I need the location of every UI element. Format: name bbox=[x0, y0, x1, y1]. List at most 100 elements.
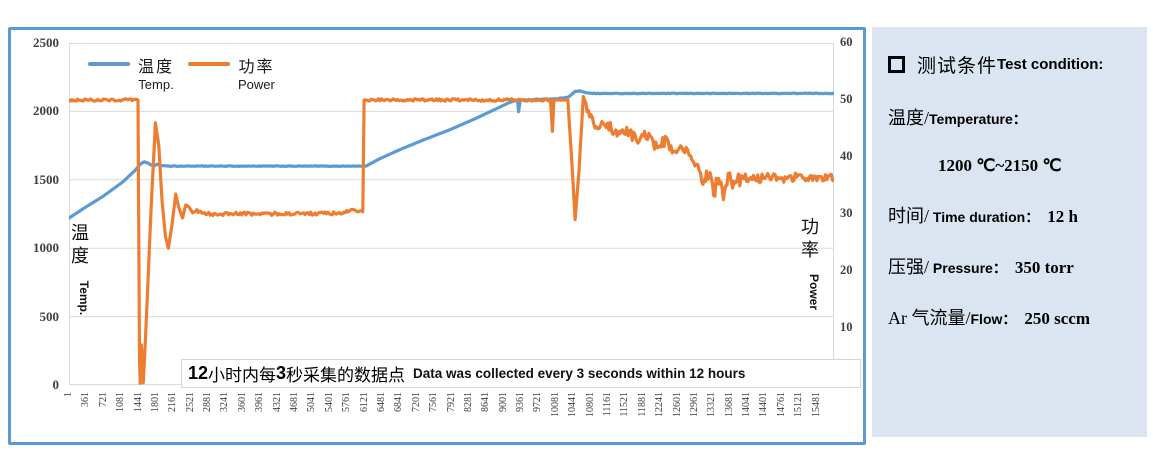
x-axis-tick: 5761 bbox=[341, 392, 353, 412]
x-axis-tick: 10801 bbox=[584, 392, 596, 417]
condition-label-cn: 压强/ bbox=[888, 257, 930, 277]
legend-label-en: Temp. bbox=[138, 77, 174, 92]
condition-row: Ar 气流量/Flow： 250 sccm bbox=[888, 304, 1137, 330]
condition-row: 时间/ Time duration： 12 h bbox=[888, 202, 1137, 228]
condition-value: 1200 ℃~2150 ℃ bbox=[938, 156, 1062, 175]
series-line-power bbox=[69, 95, 834, 385]
condition-title-cn: 测试条件 bbox=[917, 56, 998, 77]
annotation-box: 12 小时内每 3 秒采集的数据点 Data was collected eve… bbox=[181, 359, 861, 388]
x-axis-tick: 14401 bbox=[758, 392, 770, 417]
annotation-cn-1: 小时内每 bbox=[208, 366, 277, 385]
x-axis-tick: 5041 bbox=[306, 392, 318, 412]
x-axis-tick: 6121 bbox=[358, 392, 370, 412]
x-axis-tick: 11161 bbox=[602, 392, 613, 417]
y-axis-right-title-cn: 功率 bbox=[801, 217, 819, 261]
condition-value: 350 torr bbox=[1014, 258, 1074, 277]
x-axis-tick: 12601 bbox=[671, 392, 683, 417]
x-axis-tick: 3601 bbox=[236, 392, 248, 412]
y-axis-left-tick: 2000 bbox=[33, 103, 59, 119]
y-axis-left-title: 温度 Temp. bbox=[71, 222, 97, 315]
y-axis-right-tick: 30 bbox=[840, 206, 853, 220]
condition-label-cn: 时间/ bbox=[888, 206, 930, 226]
x-axis-tick: 9361 bbox=[515, 392, 527, 412]
condition-rows: 温度/Temperature： 1200 ℃~2150 ℃ 时间/ Time dur… bbox=[888, 104, 1137, 330]
legend-line-swatch bbox=[88, 62, 130, 66]
condition-title: 测试条件 Test condition: bbox=[888, 51, 1137, 78]
y-axis-right-tick: 50 bbox=[840, 92, 853, 106]
test-condition-panel: 测试条件 Test condition: 温度/Temperature： 1200… bbox=[872, 27, 1147, 437]
x-axis-tick: 14761 bbox=[775, 392, 787, 417]
y-axis-right-title-en: Power bbox=[807, 273, 822, 310]
condition-label-en: Flow： bbox=[970, 311, 1017, 327]
x-axis-tick: 10441 bbox=[567, 392, 579, 417]
legend-item: 温度 Temp. bbox=[88, 53, 174, 92]
legend-label-cn: 温度 bbox=[138, 59, 175, 76]
x-axis-tick: 9001 bbox=[497, 392, 509, 412]
y-axis-left-tick: 0 bbox=[52, 377, 60, 392]
y-axis-right-tick: 10 bbox=[840, 320, 853, 334]
x-axis-tick: 2881 bbox=[202, 392, 214, 412]
y-axis-left-tick: 2500 bbox=[33, 35, 59, 50]
x-axis-tick: 4321 bbox=[271, 392, 283, 412]
x-axis-tick: 721 bbox=[97, 392, 109, 407]
condition-value: 250 sccm bbox=[1024, 309, 1091, 328]
x-axis-tick: 8641 bbox=[480, 392, 492, 412]
x-axis-tick: 1441 bbox=[132, 392, 144, 412]
x-axis-tick: 6481 bbox=[375, 392, 387, 412]
square-bullet-icon bbox=[888, 56, 905, 73]
condition-label-en: Time duration： bbox=[929, 209, 1040, 225]
condition-row: 1200 ℃~2150 ℃ bbox=[888, 155, 1137, 177]
condition-label-en: Pressure： bbox=[929, 260, 1007, 276]
x-axis-tick: 12961 bbox=[688, 392, 700, 417]
x-axis-tick: 2521 bbox=[184, 392, 196, 412]
x-axis-tick: 8281 bbox=[462, 392, 474, 412]
annotation-cn-2: 秒采集的数据点 bbox=[286, 366, 406, 385]
x-axis-tick: 11521 bbox=[619, 392, 631, 417]
legend-label-cn: 功率 bbox=[238, 59, 275, 76]
x-axis-tick: 3961 bbox=[254, 392, 266, 412]
condition-label-cn: Ar 气流量/ bbox=[888, 308, 971, 328]
legend-item: 功率 Power bbox=[188, 53, 275, 92]
condition-row: 压强/ Pressure： 350 torr bbox=[888, 253, 1137, 279]
plot-svg bbox=[69, 43, 834, 385]
x-axis-tick: 5401 bbox=[323, 392, 335, 412]
chart-legend: 温度 Temp. 功率 Power bbox=[88, 53, 275, 92]
annotation-en: Data was collected every 3 seconds withi… bbox=[413, 366, 746, 381]
x-axis-tick: 13321 bbox=[706, 392, 718, 417]
x-axis-tick: 6841 bbox=[393, 392, 405, 412]
x-axis-tick: 12241 bbox=[654, 392, 666, 417]
x-axis-tick: 15121 bbox=[793, 392, 805, 417]
x-axis-tick: 13681 bbox=[723, 392, 735, 417]
x-axis-tick: 1 bbox=[63, 392, 74, 397]
x-axis-tick: 9721 bbox=[532, 392, 544, 412]
condition-label-cn: 温度/ bbox=[888, 108, 930, 128]
y-axis-left-tick: 1500 bbox=[33, 171, 59, 187]
x-axis-tick: 7561 bbox=[428, 392, 440, 412]
condition-title-en: Test condition: bbox=[997, 56, 1104, 73]
y-axis-left-title-cn: 温度 bbox=[71, 223, 89, 267]
y-axis-right-tick: 40 bbox=[840, 149, 853, 163]
annotation-number-1: 12 bbox=[188, 363, 209, 383]
series-line-temp bbox=[69, 89, 834, 220]
x-axis-tick: 2161 bbox=[167, 392, 179, 412]
y-axis-left-title-en: Temp. bbox=[77, 280, 92, 316]
x-axis-tick: 10081 bbox=[549, 392, 561, 417]
y-axis-left-tick: 1000 bbox=[33, 240, 59, 256]
x-axis-tick: 11881 bbox=[636, 392, 648, 417]
x-axis-tick: 3241 bbox=[219, 392, 231, 412]
y-axis-right-title: 功率 Power bbox=[801, 216, 827, 310]
x-axis-tick: 1801 bbox=[149, 392, 161, 412]
x-axis-tick: 4681 bbox=[289, 392, 301, 412]
annotation-number-2: 3 bbox=[276, 363, 287, 383]
legend-label-en: Power bbox=[238, 77, 275, 92]
x-axis-tick: 15481 bbox=[810, 392, 822, 417]
x-axis-tick: 14041 bbox=[741, 392, 753, 417]
x-axis-tick: 7201 bbox=[410, 392, 422, 412]
legend-line-swatch bbox=[188, 62, 231, 66]
y-axis-right-tick: 20 bbox=[840, 263, 853, 277]
y-axis-left-tick: 500 bbox=[39, 308, 60, 324]
y-axis-right-tick: 60 bbox=[840, 35, 853, 49]
x-axis-tick: 7921 bbox=[445, 392, 457, 412]
